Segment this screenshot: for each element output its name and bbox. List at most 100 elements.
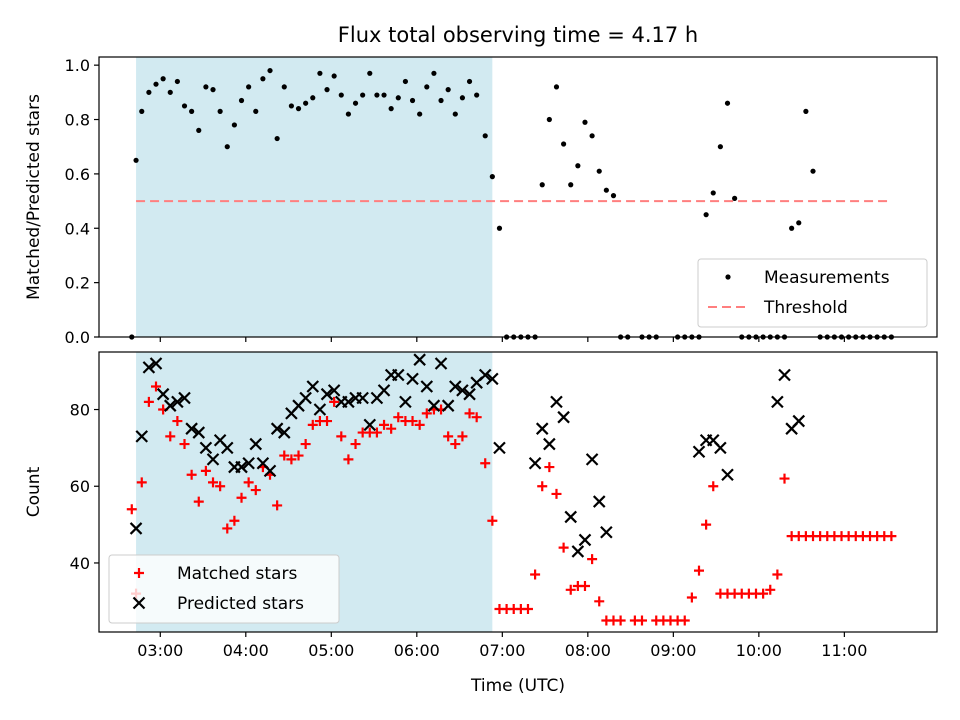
matched-star-point — [229, 515, 240, 526]
matched-star-point — [136, 477, 147, 488]
matched-star-point — [350, 439, 361, 450]
x-tick-label: 08:00 — [565, 641, 611, 660]
measurement-point — [489, 174, 495, 180]
measurement-point — [160, 76, 166, 82]
predicted-star-point — [313, 403, 327, 416]
panel-bottom-plot: 40 60 80 03:00 04:00 05:00 06:00 07:00 08:00 09:0… — [70, 351, 938, 660]
predicted-star-point — [413, 353, 426, 366]
predicted-star-point — [792, 414, 806, 428]
matched-star-point — [558, 542, 569, 553]
measurement-point — [303, 100, 309, 106]
matched-star-point — [215, 481, 226, 492]
matched-star-point — [480, 458, 491, 469]
x-tick-label: 09:00 — [650, 641, 696, 660]
measurement-point — [452, 111, 458, 117]
matched-star-point — [679, 615, 690, 626]
measurement-point — [553, 84, 560, 90]
predicted-star-point — [420, 380, 434, 393]
matched-star-point — [208, 477, 219, 488]
matched-star-point — [379, 419, 390, 430]
matched-star-point — [143, 396, 154, 407]
measurement-point — [253, 108, 259, 114]
measurement-point — [445, 87, 451, 93]
measurement-point — [317, 70, 323, 76]
predicted-star-point — [249, 437, 263, 451]
predicted-star-point — [377, 384, 391, 397]
predicted-star-point — [163, 399, 177, 412]
series-2 — [129, 353, 806, 558]
measurement-point — [409, 97, 416, 104]
legend-marker-predicted — [132, 596, 146, 610]
measurement-point — [295, 106, 302, 112]
measurement-point — [174, 78, 180, 85]
measurement-point — [388, 106, 394, 112]
matched-star-point — [464, 408, 475, 419]
predicted-star-point — [149, 357, 163, 370]
matched-star-point — [886, 531, 897, 542]
predicted-star-point — [578, 533, 592, 547]
matched-star-point — [487, 515, 498, 526]
predicted-star-point — [263, 464, 277, 478]
measurement-point — [703, 212, 709, 218]
predicted-star-point — [363, 418, 377, 432]
legend: Measurements Threshold — [697, 258, 928, 328]
predicted-star-point — [600, 525, 613, 539]
measurement-point — [474, 92, 480, 98]
predicted-star-point — [142, 361, 156, 374]
predicted-star-point — [441, 399, 455, 412]
predicted-star-point — [327, 384, 341, 397]
matched-star-point — [371, 427, 382, 438]
legend-box — [108, 554, 340, 624]
predicted-star-point — [277, 426, 291, 439]
predicted-star-point — [192, 426, 206, 439]
matched-star-point — [165, 431, 176, 442]
matched-star-point — [343, 454, 354, 465]
x-tick-label: 04:00 — [223, 641, 269, 660]
measurement-point — [231, 122, 237, 128]
predicted-star-point — [320, 387, 334, 401]
y-tick-label: 40 — [70, 554, 90, 573]
measurement-point — [789, 225, 795, 231]
matched-star-point — [272, 500, 283, 511]
legend-label-matched: Matched stars — [177, 564, 297, 584]
measurement-point — [352, 100, 359, 106]
axes-frame — [98, 351, 938, 633]
predicted-star-point — [406, 372, 419, 386]
measurement-point — [310, 95, 316, 101]
matched-star-point — [179, 439, 190, 450]
measurement-point — [610, 193, 617, 199]
measurement-point — [424, 84, 430, 90]
measurement-point — [260, 76, 266, 82]
predicted-star-point — [463, 387, 476, 401]
x-axis-label: Time (UTC) — [470, 676, 565, 696]
matched-star-point — [329, 396, 340, 407]
predicted-star-point — [449, 380, 462, 393]
x-tick-label: 11:00 — [821, 641, 867, 660]
predicted-star-point — [220, 441, 234, 455]
matched-star-point — [686, 592, 697, 603]
matched-star-point — [200, 465, 211, 476]
predicted-star-point — [270, 422, 284, 435]
y-tick-label: 0.2 — [65, 274, 90, 293]
matched-star-point — [421, 408, 432, 419]
predicted-star-point — [714, 441, 727, 455]
measurement-point — [596, 168, 602, 174]
matched-star-point — [414, 419, 425, 430]
measurement-point — [381, 92, 387, 98]
predicted-star-point — [571, 545, 585, 558]
matched-star-point — [386, 423, 397, 434]
matched-star-point — [779, 473, 790, 484]
measurement-point — [139, 108, 145, 114]
measurement-point — [167, 89, 173, 95]
x-tick-label: 06:00 — [394, 641, 440, 660]
predicted-star-point — [721, 468, 734, 482]
measurement-point — [466, 78, 473, 85]
matched-star-point — [530, 569, 541, 580]
measurement-point — [210, 87, 216, 93]
matched-star-point — [471, 412, 482, 423]
predicted-star-point — [235, 460, 248, 474]
measurement-point — [732, 195, 738, 201]
predicted-star-point — [427, 399, 441, 412]
measurement-point — [196, 127, 202, 133]
matched-star-point — [322, 416, 333, 427]
